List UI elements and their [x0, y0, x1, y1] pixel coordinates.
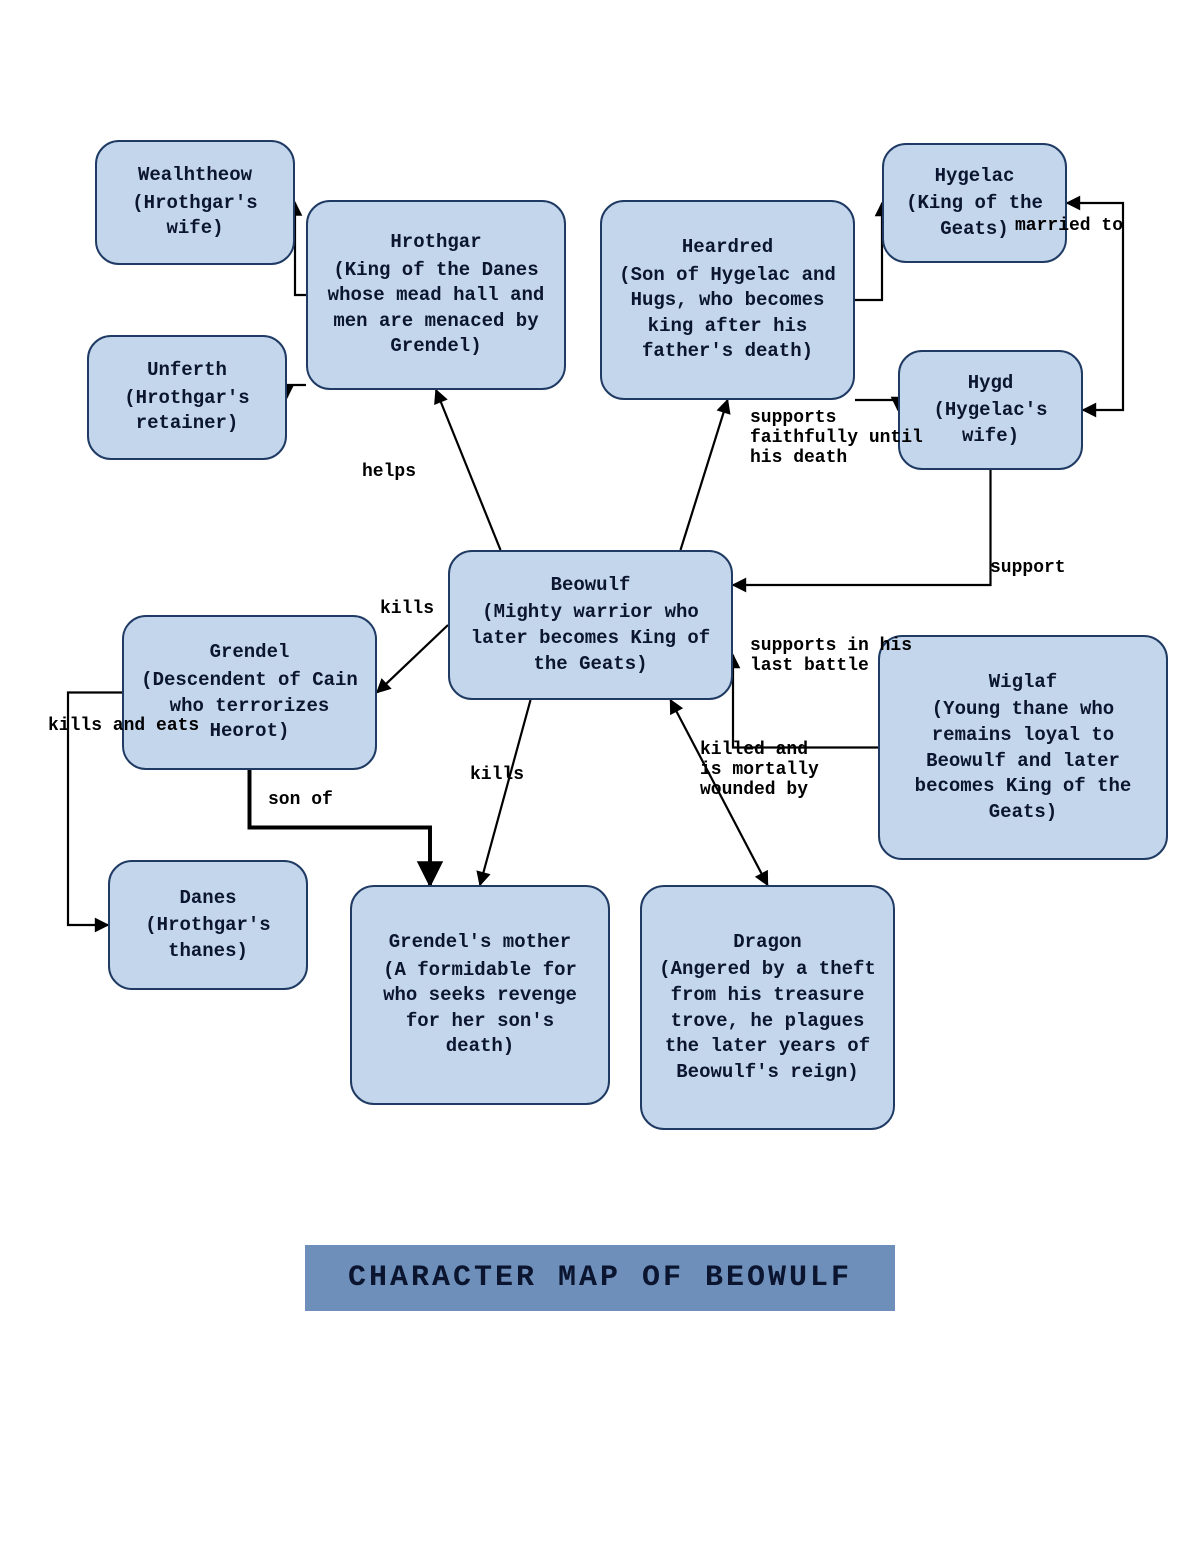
edge-beowulf-to-hrothgar — [436, 390, 501, 550]
node-beowulf-title: Beowulf — [551, 573, 631, 599]
edge-label-grendel-gmother: son of — [268, 790, 333, 810]
edge-label-beowulf-heardred: supports faithfully until his death — [750, 408, 923, 468]
node-danes: Danes(Hrothgar's thanes) — [108, 860, 308, 990]
edge-label-beowulf-gmother: kills — [470, 765, 524, 785]
edge-label-beowulf-hrothgar: helps — [362, 462, 416, 482]
node-hygd-desc: (Hygelac's wife) — [914, 398, 1067, 449]
node-hygelac-desc: (King of the Geats) — [898, 191, 1051, 242]
node-gmother-desc: (A formidable for who seeks revenge for … — [366, 958, 594, 1061]
node-danes-title: Danes — [179, 886, 236, 912]
edge-heardred-to-hygd — [855, 400, 898, 410]
node-wiglaf: Wiglaf(Young thane who remains loyal to … — [878, 635, 1168, 860]
node-hrothgar-desc: (King of the Danes whose mead hall and m… — [322, 258, 550, 361]
node-wiglaf-desc: (Young thane who remains loyal to Beowul… — [894, 697, 1152, 825]
edge-label-beowulf-dragon: killed and is mortally wounded by — [700, 740, 819, 800]
node-danes-desc: (Hrothgar's thanes) — [124, 913, 292, 964]
node-dragon: Dragon(Angered by a theft from his treas… — [640, 885, 895, 1130]
node-dragon-desc: (Angered by a theft from his treasure tr… — [656, 957, 879, 1085]
node-heardred: Heardred(Son of Hygelac and Hugs, who be… — [600, 200, 855, 400]
node-beowulf: Beowulf(Mighty warrior who later becomes… — [448, 550, 733, 700]
diagram-stage: CHARACTER MAP OF BEOWULF Wealhtheow(Hrot… — [0, 0, 1200, 1553]
node-hrothgar: Hrothgar(King of the Danes whose mead ha… — [306, 200, 566, 390]
node-gmother-title: Grendel's mother — [389, 930, 571, 956]
node-hygd: Hygd(Hygelac's wife) — [898, 350, 1083, 470]
node-gmother: Grendel's mother(A formidable for who se… — [350, 885, 610, 1105]
node-hygelac-title: Hygelac — [935, 164, 1015, 190]
edge-hrothgar-to-unferth — [287, 385, 306, 398]
node-grendel: Grendel(Descendent of Cain who terrorize… — [122, 615, 377, 770]
node-grendel-desc: (Descendent of Cain who terrorizes Heoro… — [138, 668, 361, 745]
edge-heardred-to-hygelac — [855, 203, 882, 300]
node-heardred-title: Heardred — [682, 235, 773, 261]
node-wiglaf-title: Wiglaf — [989, 670, 1057, 696]
node-wealhtheow-title: Wealhtheow — [138, 163, 252, 189]
node-beowulf-desc: (Mighty warrior who later becomes King o… — [464, 600, 717, 677]
diagram-title-text: CHARACTER MAP OF BEOWULF — [348, 1261, 852, 1295]
node-hrothgar-title: Hrothgar — [390, 230, 481, 256]
node-grendel-title: Grendel — [210, 640, 290, 666]
diagram-title: CHARACTER MAP OF BEOWULF — [305, 1245, 895, 1311]
edge-label-hygd-beowulf: support — [990, 558, 1066, 578]
node-unferth-title: Unferth — [147, 358, 227, 384]
edge-hygd-to-beowulf — [733, 470, 991, 585]
edge-beowulf-to-grendel — [377, 625, 448, 693]
node-heardred-desc: (Son of Hygelac and Hugs, who becomes ki… — [616, 263, 839, 366]
node-hygd-title: Hygd — [968, 371, 1014, 397]
edge-beowulf-to-dragon — [671, 700, 768, 885]
node-dragon-title: Dragon — [733, 930, 801, 956]
node-wealhtheow-desc: (Hrothgar's wife) — [111, 191, 279, 242]
edge-hrothgar-to-wealhtheow — [295, 203, 306, 296]
edge-beowulf-to-heardred — [681, 400, 728, 550]
node-wealhtheow: Wealhtheow(Hrothgar's wife) — [95, 140, 295, 265]
edge-wiglaf-to-beowulf — [733, 655, 878, 748]
node-hygelac: Hygelac(King of the Geats) — [882, 143, 1067, 263]
node-unferth: Unferth(Hrothgar's retainer) — [87, 335, 287, 460]
node-unferth-desc: (Hrothgar's retainer) — [103, 386, 271, 437]
edge-beowulf-to-gmother — [480, 700, 531, 885]
edge-label-beowulf-grendel: kills — [380, 599, 434, 619]
